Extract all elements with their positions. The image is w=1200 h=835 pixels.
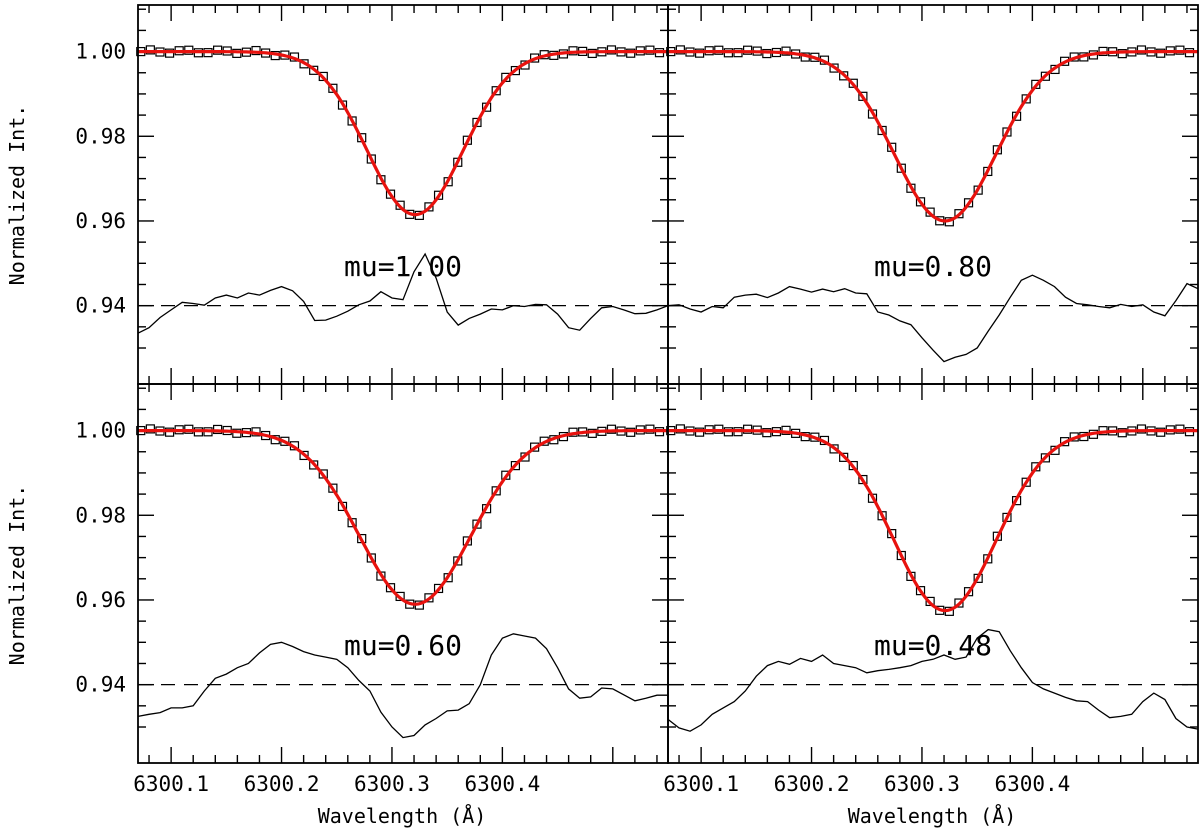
observed-point <box>675 45 685 55</box>
observed-point <box>1021 94 1031 104</box>
panel-1-residual-line <box>137 252 669 334</box>
observed-point <box>626 48 636 58</box>
observed-point <box>510 65 521 76</box>
observed-point <box>858 91 868 101</box>
observed-point <box>896 163 906 173</box>
observed-point <box>433 583 444 594</box>
panel-1-observed-points <box>136 45 665 220</box>
observed-point <box>1136 45 1147 55</box>
observed-point <box>145 45 155 55</box>
x-tick-label: 6300.2 <box>774 772 850 796</box>
observed-point <box>1002 127 1012 137</box>
y-tick-label: 0.94 <box>75 673 126 697</box>
y-tick-label: 0.94 <box>75 294 126 318</box>
panel-4: mu=0.48 6300.1 6300.2 6300.3 6300.4 <box>663 383 1199 796</box>
observed-point <box>347 116 357 126</box>
y-axis-title-top: Normalized Int. <box>5 105 29 286</box>
y-tick-label: 0.96 <box>75 588 126 612</box>
observed-point <box>309 460 319 470</box>
observed-point <box>1040 453 1051 463</box>
observed-point <box>606 45 617 55</box>
y-axis-title-bottom: Normalized Int. <box>5 485 29 666</box>
observed-point <box>1156 48 1166 58</box>
observed-point <box>839 71 849 81</box>
x-tick-label: 6300.4 <box>994 772 1070 796</box>
x-tick-label: 6300.4 <box>464 772 540 796</box>
observed-point <box>366 553 376 563</box>
y-tick-label: 1.00 <box>75 419 126 443</box>
observed-point <box>347 518 357 528</box>
observed-point <box>954 209 964 219</box>
observed-point <box>839 452 849 462</box>
observed-point <box>299 450 309 461</box>
panel-2-label: mu=0.80 <box>874 250 992 283</box>
observed-point <box>963 587 974 597</box>
observed-point <box>858 474 868 485</box>
y-tick-label: 0.98 <box>75 124 126 148</box>
x-tick-label: 6300.2 <box>244 772 320 796</box>
x-tick-label: 6300.3 <box>884 772 960 796</box>
observed-point <box>848 460 858 471</box>
x-tick-label: 6300.3 <box>354 772 430 796</box>
observed-point <box>606 424 617 434</box>
panel-2-residual-line <box>667 274 1199 363</box>
observed-point <box>328 483 338 493</box>
panel-3: mu=0.60 1.00 0.98 0.96 0.94 6300.1 6300.2 6300.… <box>75 383 669 796</box>
y-tick-label: 0.96 <box>75 209 126 233</box>
observed-point <box>318 71 328 82</box>
observed-point <box>587 48 597 59</box>
panel-3-label: mu=0.60 <box>344 629 462 662</box>
panel-4-model-line <box>668 429 1198 613</box>
observed-point <box>848 78 858 88</box>
observed-point <box>829 444 839 454</box>
panel-3-residual-line <box>137 633 668 739</box>
panel-2-model-line <box>668 50 1198 223</box>
observed-point <box>472 117 482 128</box>
x-tick-label: 6300.1 <box>133 772 209 796</box>
panel-grid: mu=1.00 1.00 0.98 0.96 0.94 mu=0.80 mu=0.60 1.0… <box>75 4 1199 796</box>
observed-point <box>491 86 501 96</box>
panel-3-model-line <box>138 429 668 606</box>
observed-point <box>1136 424 1147 434</box>
observed-point <box>1040 71 1051 81</box>
observed-point <box>954 598 964 608</box>
observed-point <box>328 83 338 93</box>
observed-point <box>896 550 906 561</box>
observed-point <box>925 207 935 217</box>
observed-point <box>145 424 155 434</box>
observed-point <box>424 202 434 212</box>
panel-1-ticks <box>138 5 668 384</box>
observed-point <box>877 125 887 136</box>
observed-point <box>385 189 396 199</box>
observed-point <box>424 593 434 603</box>
observed-point <box>915 197 926 207</box>
observed-point <box>675 424 685 434</box>
observed-point <box>1021 477 1031 487</box>
y-tick-label: 1.00 <box>75 40 126 64</box>
observed-point <box>366 154 376 164</box>
observed-point <box>318 469 328 479</box>
panel-2: mu=0.80 <box>666 4 1199 385</box>
panel-4-frame <box>667 383 1199 764</box>
observed-point <box>472 519 482 529</box>
observed-point <box>510 461 521 471</box>
observed-point <box>433 190 444 200</box>
x-axis-title-left: Wavelength (Å) <box>318 804 487 828</box>
observed-point <box>1156 427 1166 437</box>
panel-1-model-line <box>138 50 668 217</box>
x-tick-label: 6300.1 <box>663 772 739 796</box>
panel-4-label: mu=0.48 <box>874 629 992 662</box>
observed-point <box>925 596 935 607</box>
x-axis-title-right: Wavelength (Å) <box>848 804 1017 828</box>
observed-point <box>395 200 405 210</box>
observed-point <box>385 583 396 593</box>
panel-4-residual-line <box>667 628 1199 732</box>
observed-point <box>491 486 501 496</box>
observed-point <box>915 586 926 596</box>
panel-1-label: mu=1.00 <box>344 250 462 283</box>
observed-point <box>963 198 974 208</box>
y-tick-label: 0.98 <box>75 503 126 527</box>
